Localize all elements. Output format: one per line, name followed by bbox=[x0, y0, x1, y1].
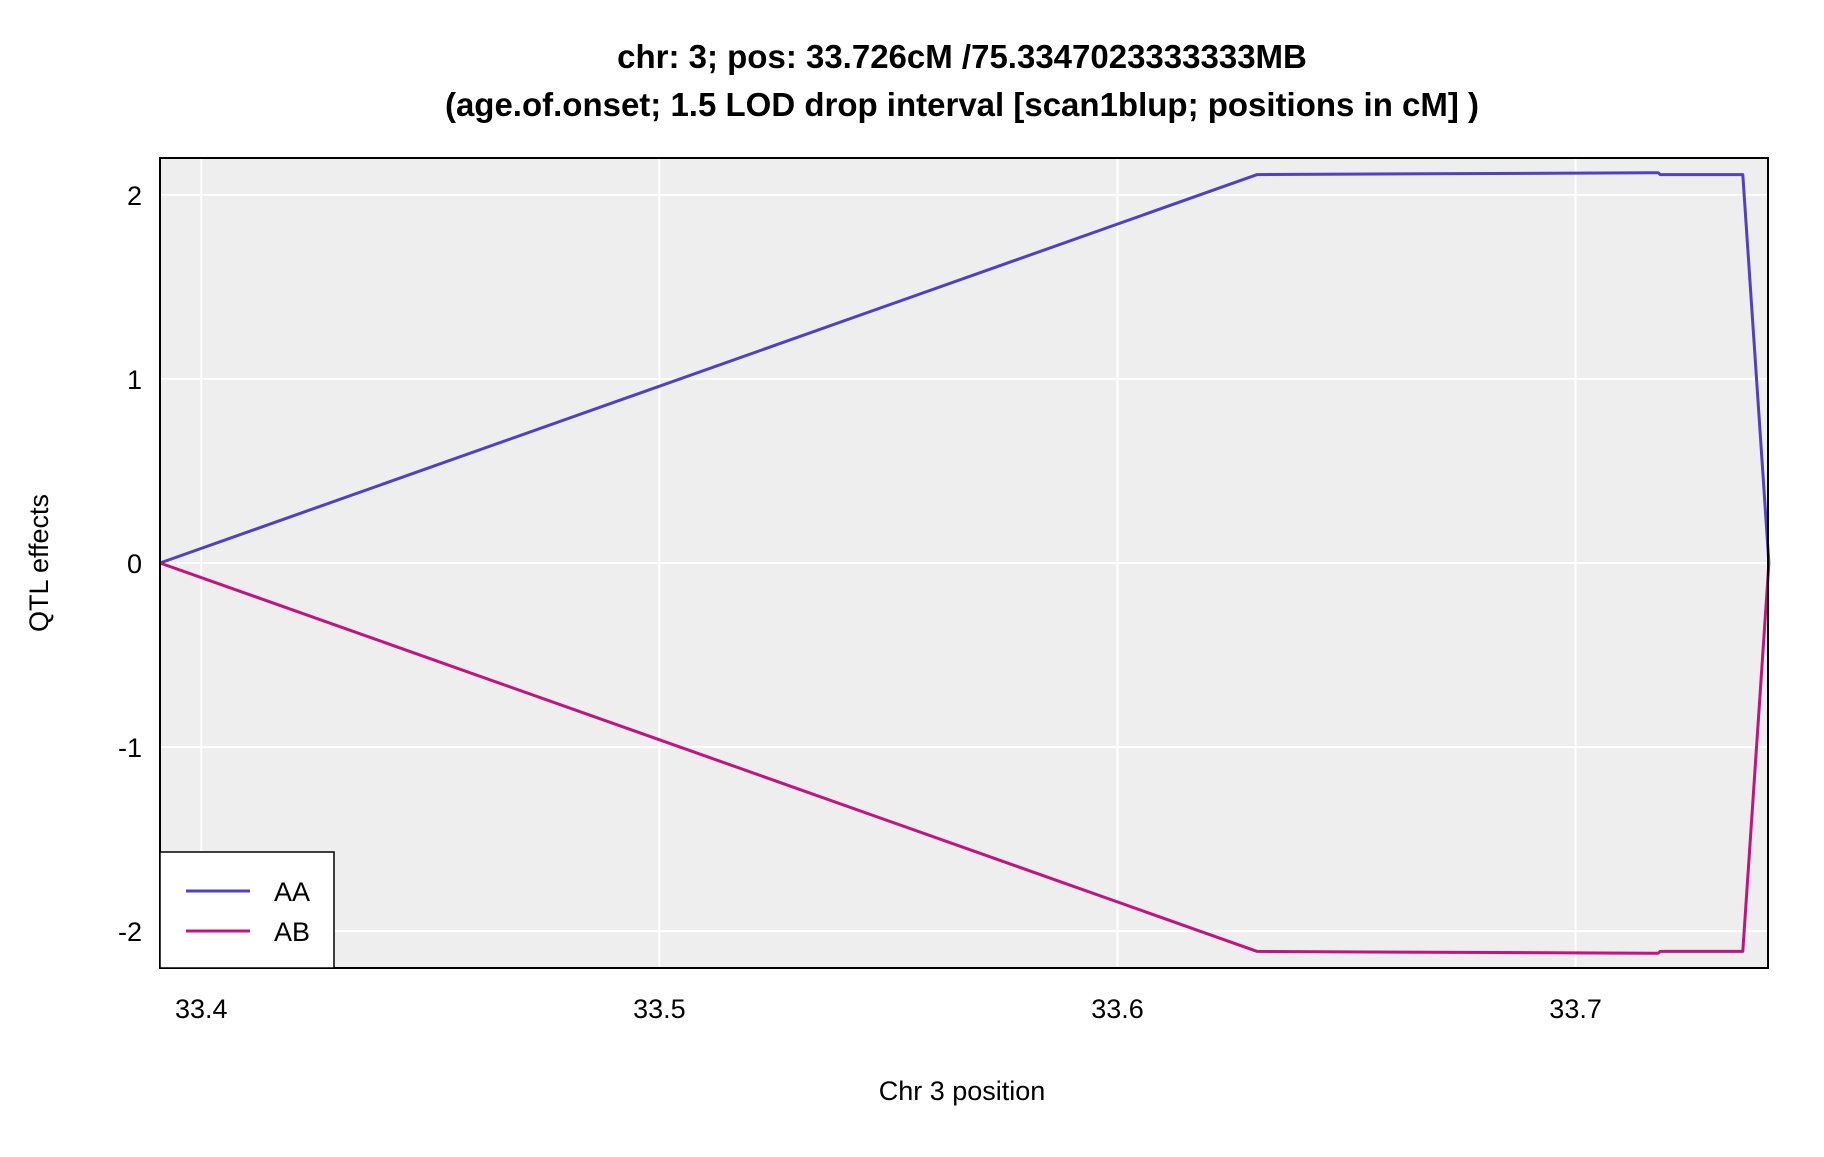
y-tick-label: 1 bbox=[127, 365, 142, 395]
x-axis-ticks: 33.4 33.5 33.6 33.7 bbox=[175, 994, 1602, 1024]
y-axis-ticks: -2 -1 0 1 2 bbox=[118, 181, 142, 947]
legend-box bbox=[159, 851, 335, 969]
y-tick-label: 0 bbox=[127, 549, 142, 579]
series-line-ab bbox=[159, 561, 1771, 955]
legend-label-aa: AA bbox=[274, 877, 310, 907]
chart-title-line-1: chr: 3; pos: 33.726cM /75.3347023333333M… bbox=[617, 38, 1307, 75]
series-lines bbox=[159, 171, 1771, 955]
x-tick-label: 33.4 bbox=[175, 994, 228, 1024]
x-axis-title: Chr 3 position bbox=[879, 1076, 1046, 1106]
plot-frame bbox=[159, 157, 1769, 969]
legend: AA AB bbox=[159, 851, 335, 969]
y-tick-label: -2 bbox=[118, 917, 142, 947]
y-tick-label: 2 bbox=[127, 181, 142, 211]
chart-title-line-2: (age.of.onset; 1.5 LOD drop interval [sc… bbox=[445, 86, 1479, 123]
x-tick-label: 33.7 bbox=[1549, 994, 1602, 1024]
y-tick-label: -1 bbox=[118, 733, 142, 763]
x-tick-label: 33.6 bbox=[1091, 994, 1144, 1024]
series-line-aa bbox=[159, 171, 1771, 565]
legend-label-ab: AB bbox=[274, 917, 310, 947]
y-axis-title: QTL effects bbox=[24, 494, 54, 632]
grid bbox=[160, 158, 1768, 968]
x-tick-label: 33.5 bbox=[633, 994, 686, 1024]
